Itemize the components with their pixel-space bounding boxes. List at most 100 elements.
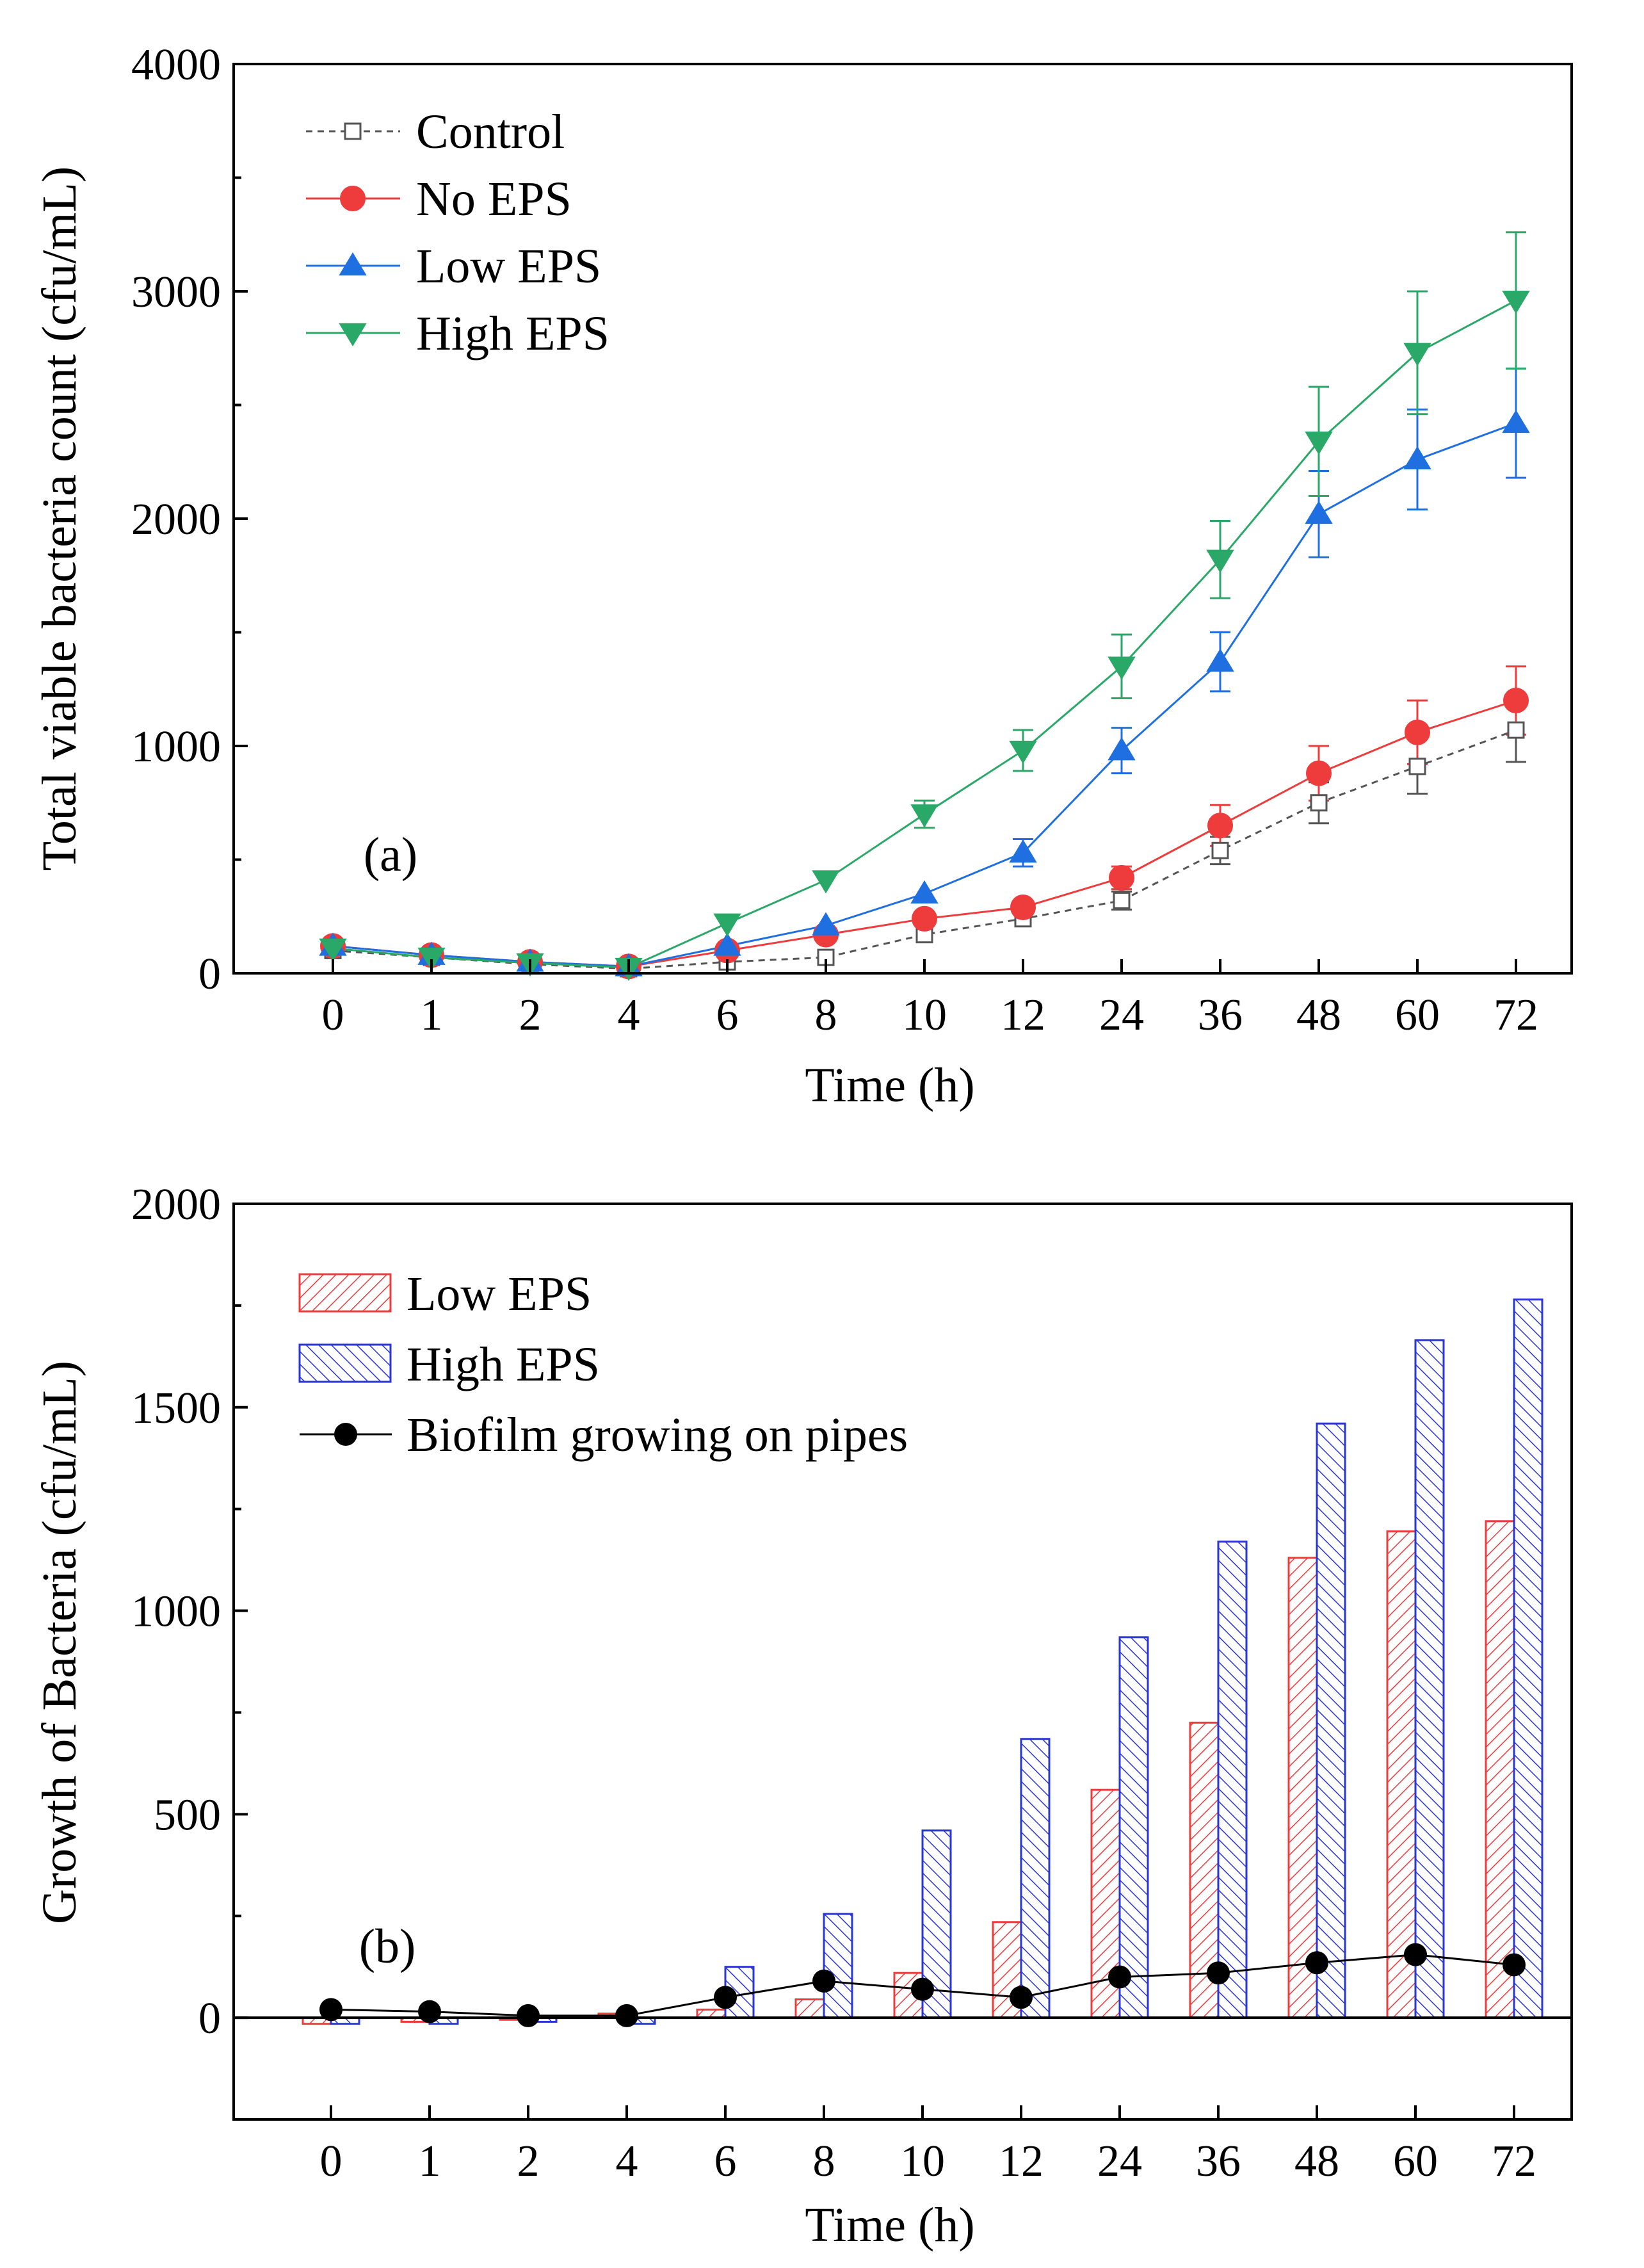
panel-b-bar bbox=[1485, 1520, 1515, 2019]
panel-b-biofilm-point bbox=[714, 1986, 737, 2009]
panel-a-series-line bbox=[332, 299, 1517, 969]
panel-b-y-tick-label: 500 bbox=[154, 1790, 221, 1840]
panel-b-bar bbox=[1287, 1557, 1318, 2019]
panel-a-data-point bbox=[1502, 409, 1530, 433]
panel-a-data-point bbox=[1109, 864, 1134, 891]
panel-b-x-tick-label: 6 bbox=[714, 2137, 737, 2186]
panel-a-data-point bbox=[1502, 290, 1530, 314]
panel-b-biofilm-point bbox=[1503, 1953, 1526, 1977]
panel-b-legend: Low EPS High EPS Biofilm growing on pipes bbox=[298, 1267, 908, 1462]
panel-a-y-tick-label: 2000 bbox=[131, 495, 221, 544]
panel-a-data-point bbox=[812, 870, 840, 894]
panel-a-data-point bbox=[1206, 549, 1234, 573]
panel-a-data-point bbox=[1306, 760, 1332, 786]
panel-b-biofilm-point bbox=[517, 2004, 540, 2027]
panel-a-x-tick-label: 2 bbox=[519, 991, 542, 1040]
panel-a-x-tick-label: 6 bbox=[716, 991, 739, 1040]
panel-b-plot-frame bbox=[232, 1203, 1573, 2121]
panel-b-biofilm-point bbox=[1207, 1961, 1230, 1985]
panel-b-x-tick-label: 36 bbox=[1196, 2137, 1241, 2186]
panel-b-biofilm-point bbox=[418, 2000, 441, 2023]
panel-b-biofilm-point bbox=[319, 1998, 342, 2021]
panel-b-legend-label: Biofilm growing on pipes bbox=[407, 1408, 908, 1462]
panel-a-legend-label: Low EPS bbox=[416, 239, 601, 293]
panel-a-data-point bbox=[910, 880, 939, 903]
panel-a-data-point bbox=[1403, 343, 1431, 366]
panel-b-biofilm-point bbox=[812, 1969, 835, 1993]
panel-b-x-tick-label: 24 bbox=[1097, 2137, 1142, 2186]
panel-a-data-point bbox=[417, 947, 446, 971]
panel-a-data-point bbox=[1009, 740, 1037, 765]
panel-a-legend-marker bbox=[339, 323, 367, 346]
panel-a-y-tick-label: 1000 bbox=[131, 722, 221, 772]
panel-b-x-tick-label: 8 bbox=[813, 2137, 835, 2186]
panel-b-y-tick-label: 0 bbox=[198, 1994, 221, 2043]
panel-b-label: (b) bbox=[359, 1920, 416, 1973]
panel-a-x-tick-label: 10 bbox=[902, 991, 947, 1040]
panel-b-bar bbox=[1118, 1636, 1149, 2019]
panel-b-y-tick-label: 1000 bbox=[131, 1587, 221, 1637]
panel-b-bar bbox=[1386, 1530, 1417, 2019]
panel-a-data-point bbox=[1405, 719, 1430, 745]
panel-a-data-point bbox=[1009, 839, 1037, 863]
panel-a-data-point bbox=[1207, 813, 1233, 839]
panel-b-legend-marker bbox=[334, 1423, 357, 1446]
panel-b-x-tick-label: 12 bbox=[999, 2137, 1044, 2186]
panel-b-bar bbox=[1217, 1541, 1248, 2019]
panel-a-x-tick-label: 72 bbox=[1494, 991, 1538, 1040]
panel-a-legend-marker bbox=[339, 252, 367, 276]
panel-b-x-tick-label: 48 bbox=[1294, 2137, 1339, 2186]
panel-b-biofilm-point bbox=[1305, 1951, 1328, 1975]
panel-a-data-point bbox=[713, 932, 741, 956]
panel-a-data-point bbox=[1403, 446, 1431, 469]
panel-b-x-tick-label: 0 bbox=[320, 2137, 342, 2186]
panel-b-bar bbox=[794, 1998, 825, 2019]
panel-a-data-point bbox=[1206, 648, 1234, 672]
panel-a-x-tick-label: 48 bbox=[1296, 991, 1341, 1040]
panel-a-x-tick-label: 0 bbox=[322, 991, 344, 1040]
panel-b-x-tick-label: 72 bbox=[1492, 2137, 1536, 2186]
panel-b-y-tick-label: 2000 bbox=[131, 1180, 221, 1229]
panel-a-data-point bbox=[1305, 500, 1333, 524]
panel-a-x-tick-label: 12 bbox=[1001, 991, 1045, 1040]
panel-a-x-tick-label: 8 bbox=[815, 991, 837, 1040]
panel-a-x-axis-label: Time (h) bbox=[805, 1058, 974, 1112]
panel-b-x-tick-label: 1 bbox=[419, 2137, 441, 2186]
panel-b-legend-label: Low EPS bbox=[407, 1267, 592, 1321]
panel-a-y-axis-label: Total viable bacteria count (cfu/mL) bbox=[33, 166, 86, 871]
panel-a-legend-label: Control bbox=[416, 105, 565, 159]
panel-a-data-point bbox=[1108, 656, 1136, 680]
panel-a-data-point bbox=[1507, 721, 1525, 739]
panel-a-data-point bbox=[1108, 737, 1136, 761]
panel-b-biofilm-point bbox=[1010, 1986, 1033, 2009]
panel-b-biofilm-series bbox=[319, 1943, 1526, 2027]
panel-a-x-tick-label: 1 bbox=[421, 991, 443, 1040]
panel-a-data-point bbox=[1305, 432, 1333, 455]
panel-a-data-point bbox=[1010, 895, 1036, 921]
panel-a-legend: Control No EPS Low EPS High EPS bbox=[306, 105, 609, 360]
panel-a-legend-label: No EPS bbox=[416, 172, 572, 226]
panel-b-x-tick-label: 60 bbox=[1393, 2137, 1438, 2186]
panel-a-series-lines bbox=[332, 299, 1517, 970]
panel-a-legend-label: High EPS bbox=[416, 307, 609, 360]
panel-a-series-markers bbox=[319, 290, 1530, 982]
panel-a-label: (a) bbox=[364, 828, 417, 882]
panel-b-x-tick-label: 10 bbox=[900, 2137, 945, 2186]
panel-b-legend-swatch bbox=[298, 1273, 392, 1313]
panel-a-data-point bbox=[910, 804, 939, 828]
panel-b-biofilm-point bbox=[1108, 1965, 1131, 1989]
panel-a-y-tick-label: 0 bbox=[198, 950, 221, 999]
panel-a-legend-marker bbox=[340, 186, 366, 211]
panel-a-x-tick-label: 36 bbox=[1198, 991, 1243, 1040]
panel-b-biofilm-point bbox=[615, 2004, 638, 2027]
panel-a-data-point bbox=[1211, 841, 1229, 859]
panel-b-biofilm-point bbox=[1404, 1943, 1427, 1966]
panel-a-legend-marker bbox=[344, 122, 362, 140]
panel-b-biofilm-point bbox=[911, 1977, 934, 2001]
panel-a-x-tick-label: 4 bbox=[618, 991, 640, 1040]
panel-a-data-point bbox=[319, 938, 347, 962]
panel-b-y-axis-label: Growth of Bacteria (cfu/mL) bbox=[33, 1361, 86, 1924]
panel-b-y-tick-label: 1500 bbox=[131, 1384, 221, 1433]
